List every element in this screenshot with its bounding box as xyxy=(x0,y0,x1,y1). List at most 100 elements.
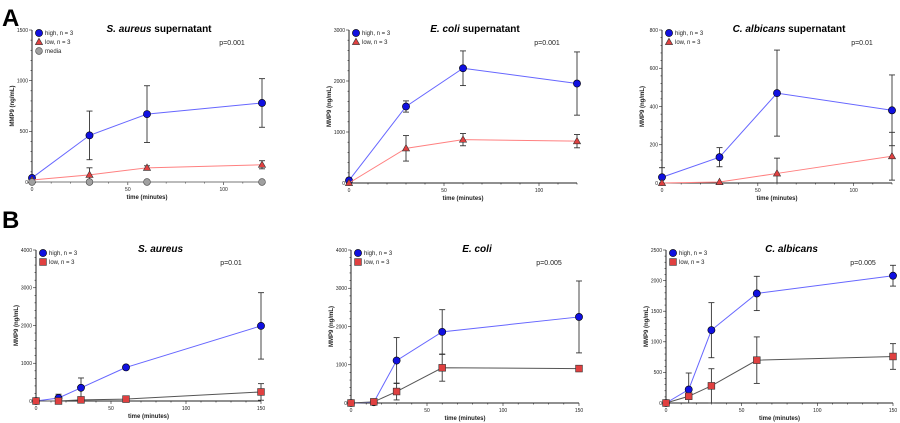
series-line xyxy=(31,102,263,179)
x-axis-label: time (minutes) xyxy=(442,196,483,202)
data-point xyxy=(684,385,693,394)
x-tick-label: 100 xyxy=(849,188,858,194)
series-line xyxy=(661,92,893,178)
y-tick-label: 1500 xyxy=(651,309,662,315)
y-tick-label: 0 xyxy=(344,401,347,407)
x-tick-label: 0 xyxy=(665,408,668,414)
legend-label: high, n = 3 xyxy=(362,31,391,37)
legend-marker xyxy=(35,29,43,37)
series-line xyxy=(35,325,262,402)
y-axis-label: MMP9 (ng/mL) xyxy=(640,86,646,127)
panel-label-b: B xyxy=(2,207,19,234)
x-tick-label: 50 xyxy=(739,408,745,414)
chart-title-italic: E. coli xyxy=(430,24,460,35)
p-value: p=0.001 xyxy=(534,40,560,47)
y-tick-label: 1000 xyxy=(17,78,28,84)
data-point xyxy=(753,356,761,364)
series-1: low, n = 3 xyxy=(662,258,897,407)
legend-marker xyxy=(352,29,360,37)
chart-title: C. albicans supernatant xyxy=(733,24,846,35)
data-point xyxy=(392,387,401,396)
series-0: high, n = 3 xyxy=(662,249,897,407)
legend-marker xyxy=(39,258,47,266)
x-axis-label: time (minutes) xyxy=(128,414,169,420)
y-tick-label: 2000 xyxy=(21,323,32,329)
data-point xyxy=(707,382,716,390)
p-value: p=0.01 xyxy=(220,260,242,267)
series-1: low, n = 3 xyxy=(657,37,897,186)
p-value: p=0.01 xyxy=(851,40,873,47)
y-axis-label: MMP9 (ng/mL) xyxy=(329,306,335,347)
y-tick-label: 0 xyxy=(659,401,662,407)
data-point xyxy=(54,397,63,405)
series-line xyxy=(348,139,578,184)
x-tick-label: 150 xyxy=(575,408,584,414)
y-tick-label: 1500 xyxy=(17,28,28,34)
data-point xyxy=(122,395,130,403)
x-axis-label: time (minutes) xyxy=(444,416,485,422)
legend-marker xyxy=(664,37,674,45)
data-point xyxy=(889,271,897,280)
chart-title-rest: supernatant xyxy=(152,24,213,35)
data-point xyxy=(887,151,897,160)
data-point xyxy=(85,131,94,140)
series-line xyxy=(350,316,580,404)
chart-title-italic: S. aureus xyxy=(106,24,151,35)
data-point xyxy=(575,364,583,373)
data-point xyxy=(77,396,85,404)
data-point xyxy=(142,163,152,171)
series-0: high, n = 3 xyxy=(32,249,265,405)
data-point xyxy=(85,170,94,178)
data-point xyxy=(752,289,761,298)
chart-title: E. coli supernatant xyxy=(430,24,520,35)
y-tick-label: 3000 xyxy=(334,28,345,34)
y-tick-label: 500 xyxy=(654,370,663,376)
data-point xyxy=(438,327,447,336)
legend-label: low, n = 3 xyxy=(49,260,75,266)
series-1: low, n = 3 xyxy=(32,258,265,405)
y-tick-label: 3000 xyxy=(336,286,347,292)
data-point xyxy=(392,356,401,365)
legend-marker xyxy=(35,47,43,55)
y-tick-label: 800 xyxy=(650,28,659,34)
y-axis-label: MMP9 (ng/mL) xyxy=(10,86,16,127)
data-point xyxy=(458,135,468,143)
data-point xyxy=(573,79,581,88)
data-point xyxy=(28,178,36,186)
data-point xyxy=(77,383,85,392)
chart-0: 0 500 1000 1500 0 50 100 time (minutes) MMP9 (ng… xyxy=(10,24,267,201)
x-axis-label: time (minutes) xyxy=(759,416,800,422)
data-point xyxy=(715,177,724,185)
series-line xyxy=(348,67,578,181)
legend-marker xyxy=(351,37,361,45)
y-tick-label: 1000 xyxy=(651,340,662,346)
x-tick-label: 50 xyxy=(441,188,447,194)
data-point xyxy=(257,160,267,168)
y-axis-label: MMP9 (ng/mL) xyxy=(14,305,20,346)
chart-title: S. aureus xyxy=(138,244,183,255)
legend-label: low, n = 3 xyxy=(45,40,71,46)
x-tick-label: 0 xyxy=(661,188,664,194)
y-tick-label: 3000 xyxy=(21,286,32,292)
legend-marker xyxy=(665,29,673,37)
data-point xyxy=(344,178,354,186)
x-tick-label: 100 xyxy=(182,406,191,412)
legend-label: low, n = 3 xyxy=(675,40,701,46)
chart-2: 0 200 400 600 800 0 50 100 time (minutes) MMP9 (n… xyxy=(640,24,897,202)
chart-title-italic: C. albicans xyxy=(765,244,818,255)
y-tick-label: 400 xyxy=(650,104,659,110)
y-tick-label: 1000 xyxy=(334,130,345,136)
legend-label: low, n = 3 xyxy=(362,40,388,46)
data-point xyxy=(257,321,265,330)
data-point xyxy=(143,178,151,186)
y-tick-label: 0 xyxy=(29,399,32,405)
x-tick-label: 150 xyxy=(257,406,266,412)
series-line xyxy=(665,275,894,404)
y-tick-label: 2500 xyxy=(651,248,662,254)
chart-title-italic: S. aureus xyxy=(138,244,183,255)
data-point xyxy=(715,153,724,162)
legend-label: high, n = 3 xyxy=(364,251,393,257)
p-value: p=0.001 xyxy=(219,40,245,47)
legend-label: high, n = 3 xyxy=(675,31,704,37)
data-point xyxy=(889,352,897,361)
